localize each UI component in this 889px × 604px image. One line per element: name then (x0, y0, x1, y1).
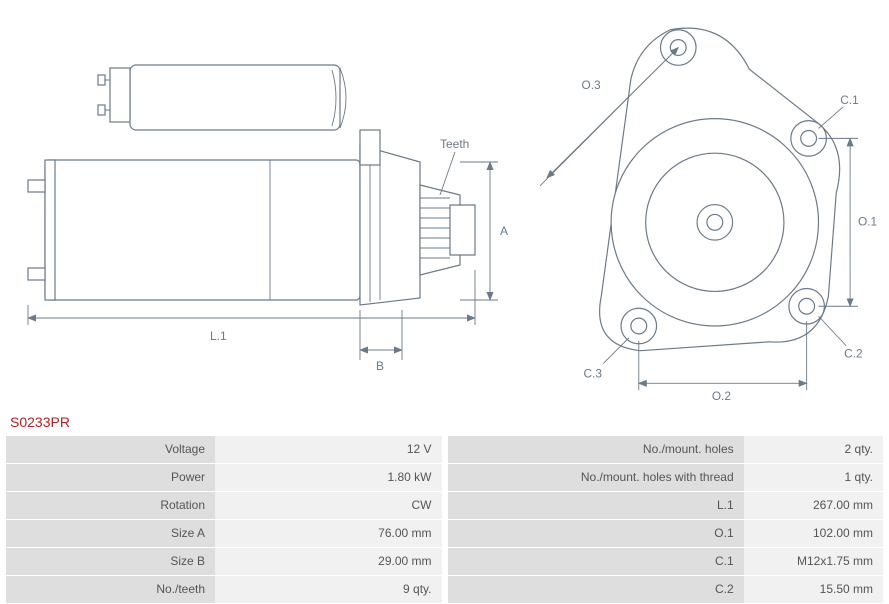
spec-row: Power1.80 kW (6, 464, 442, 491)
label-teeth: Teeth (440, 137, 469, 151)
spec-row: No./teeth9 qty. (6, 576, 442, 603)
diagram-front-view: O.3 O.1 O.2 C.1 C.2 C.3 (520, 10, 880, 405)
spec-label: Voltage (6, 436, 215, 463)
label-O3: O.3 (582, 78, 602, 92)
spec-value: 102.00 mm (744, 520, 883, 547)
spec-label: O.1 (448, 520, 744, 547)
label-C1: C.1 (840, 93, 859, 107)
spec-row: O.1102.00 mm (448, 520, 884, 547)
label-C3: C.3 (583, 366, 602, 380)
spec-value: 15.50 mm (744, 576, 883, 603)
spec-value: 76.00 mm (215, 520, 441, 547)
spec-value: 267.00 mm (744, 492, 883, 519)
part-number: S0233PR (0, 410, 889, 436)
spec-value: 1.80 kW (215, 464, 441, 491)
label-C2: C.2 (844, 347, 862, 361)
spec-label: Rotation (6, 492, 215, 519)
spec-label: No./mount. holes (448, 436, 744, 463)
spec-row: No./mount. holes with thread1 qty. (448, 464, 884, 491)
spec-label: Power (6, 464, 215, 491)
spec-row: Size A76.00 mm (6, 520, 442, 547)
spec-value: 2 qty. (744, 436, 883, 463)
spec-col-right: No./mount. holes2 qty. No./mount. holes … (448, 436, 884, 604)
spec-label: No./mount. holes with thread (448, 464, 744, 491)
diagram-side-view: Teeth A L.1 B (10, 10, 510, 390)
spec-label: No./teeth (6, 576, 215, 603)
label-B: B (376, 359, 384, 373)
spec-row: RotationCW (6, 492, 442, 519)
spec-value: CW (215, 492, 441, 519)
label-O1: O.1 (858, 214, 878, 228)
spec-label: Size A (6, 520, 215, 547)
label-A: A (500, 224, 508, 238)
spec-row: Voltage12 V (6, 436, 442, 463)
spec-col-left: Voltage12 V Power1.80 kW RotationCW Size… (6, 436, 442, 604)
spec-row: Size B29.00 mm (6, 548, 442, 575)
spec-value: 12 V (215, 436, 441, 463)
spec-label: Size B (6, 548, 215, 575)
technical-diagrams: Teeth A L.1 B (0, 0, 889, 410)
spec-row: C.215.50 mm (448, 576, 884, 603)
label-L1: L.1 (210, 329, 227, 343)
label-O2: O.2 (712, 389, 731, 403)
spec-label: L.1 (448, 492, 744, 519)
spec-value: 29.00 mm (215, 548, 441, 575)
spec-row: L.1267.00 mm (448, 492, 884, 519)
spec-value: 1 qty. (744, 464, 883, 491)
spec-label: C.2 (448, 576, 744, 603)
spec-row: No./mount. holes2 qty. (448, 436, 884, 463)
spec-table: Voltage12 V Power1.80 kW RotationCW Size… (6, 436, 883, 604)
spec-row: C.1M12x1.75 mm (448, 548, 884, 575)
spec-value: M12x1.75 mm (744, 548, 883, 575)
spec-value: 9 qty. (215, 576, 441, 603)
spec-label: C.1 (448, 548, 744, 575)
